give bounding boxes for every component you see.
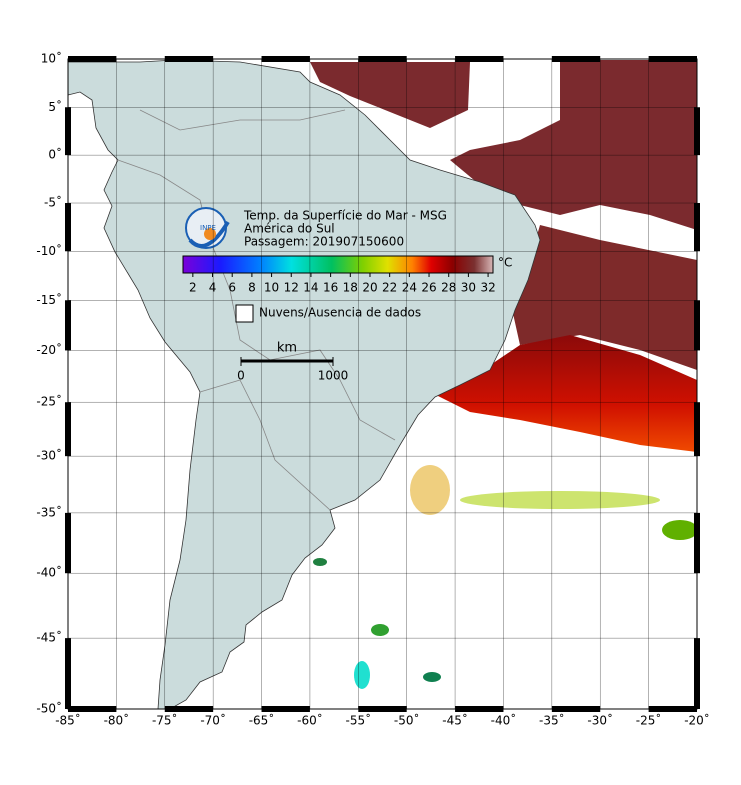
lat-tick-label: 5˚: [48, 99, 62, 114]
frame-bar: [694, 300, 700, 351]
colorbar-tick-label: 14: [303, 281, 318, 295]
lat-tick-label: -10˚: [36, 243, 62, 258]
frame-bar: [694, 402, 700, 457]
frame-bar: [694, 512, 700, 574]
lon-tick-label: -55˚: [346, 713, 372, 728]
lon-tick-label: -80˚: [104, 713, 130, 728]
lat-tick-label: -30˚: [36, 448, 62, 463]
pass-time: Passagem: 201907150600: [244, 235, 404, 249]
scale-tick-label: 1000: [318, 369, 349, 383]
lon-tick-label: -50˚: [394, 713, 420, 728]
colorbar-tick-label: 22: [382, 281, 397, 295]
subtitle: América do Sul: [244, 222, 335, 236]
colorbar-tick-label: 10: [264, 281, 279, 295]
lon-tick-label: -75˚: [152, 713, 178, 728]
colorbar-tick-label: 18: [343, 281, 358, 295]
lat-tick-label: -35˚: [36, 504, 62, 519]
scale-unit: km: [277, 341, 297, 356]
borders: [117, 109, 396, 511]
colorbar-tick-label: 16: [323, 281, 338, 295]
frame-bar: [65, 402, 71, 457]
colorbar-tick-label: 32: [480, 281, 495, 295]
frame-bar: [65, 107, 71, 156]
colorbar-unit: °C: [498, 256, 512, 270]
colorbar-tick-label: 4: [209, 281, 217, 295]
lon-tick-label: -85˚: [55, 713, 81, 728]
colorbar-tick-label: 28: [441, 281, 456, 295]
frame-bar: [694, 107, 700, 156]
lon-tick-label: -65˚: [249, 713, 275, 728]
lon-tick-label: -20˚: [684, 713, 710, 728]
frame-bar: [694, 203, 700, 252]
colorbar-tick-label: 20: [362, 281, 377, 295]
lon-tick-label: -45˚: [442, 713, 468, 728]
lat-tick-label: 0˚: [48, 147, 62, 162]
lat-tick-label: 10˚: [41, 51, 62, 66]
lat-tick-label: -5˚: [44, 195, 62, 210]
frame-bar: [65, 638, 71, 709]
logo-text: INPE: [200, 224, 216, 232]
frame-bar: [65, 512, 71, 574]
lat-tick-label: -25˚: [36, 394, 62, 409]
legend-swatch: [235, 304, 254, 323]
colorbar-tick-label: 24: [402, 281, 417, 295]
colorbar-tick-label: 12: [284, 281, 299, 295]
lon-tick-label: -60˚: [297, 713, 323, 728]
colorbar-tick-label: 26: [421, 281, 436, 295]
lat-tick-label: -45˚: [36, 630, 62, 645]
lat-tick-label: -40˚: [36, 565, 62, 580]
lon-tick-label: -25˚: [636, 713, 662, 728]
lon-tick-label: -35˚: [539, 713, 565, 728]
colorbar: [182, 255, 494, 274]
colorbar-tick-label: 6: [228, 281, 236, 295]
colorbar-tick-label: 8: [248, 281, 256, 295]
lat-tick-label: -20˚: [36, 342, 62, 357]
scale-tick-label: 0: [237, 369, 245, 383]
title: Temp. da Superfície do Mar - MSG: [243, 209, 447, 223]
lon-tick-label: -40˚: [491, 713, 517, 728]
sst-field: [310, 60, 698, 689]
frame-bar: [694, 638, 700, 709]
lat-tick-label: -50˚: [36, 701, 62, 716]
frame-bar: [65, 203, 71, 252]
lat-tick-label: -15˚: [36, 292, 62, 307]
lon-tick-label: -30˚: [587, 713, 613, 728]
colorbar-tick-label: 30: [461, 281, 476, 295]
lon-tick-label: -70˚: [200, 713, 226, 728]
frame-bar: [65, 300, 71, 351]
colorbar-tick-label: 2: [189, 281, 197, 295]
legend-label: Nuvens/Ausencia de dados: [259, 306, 421, 320]
